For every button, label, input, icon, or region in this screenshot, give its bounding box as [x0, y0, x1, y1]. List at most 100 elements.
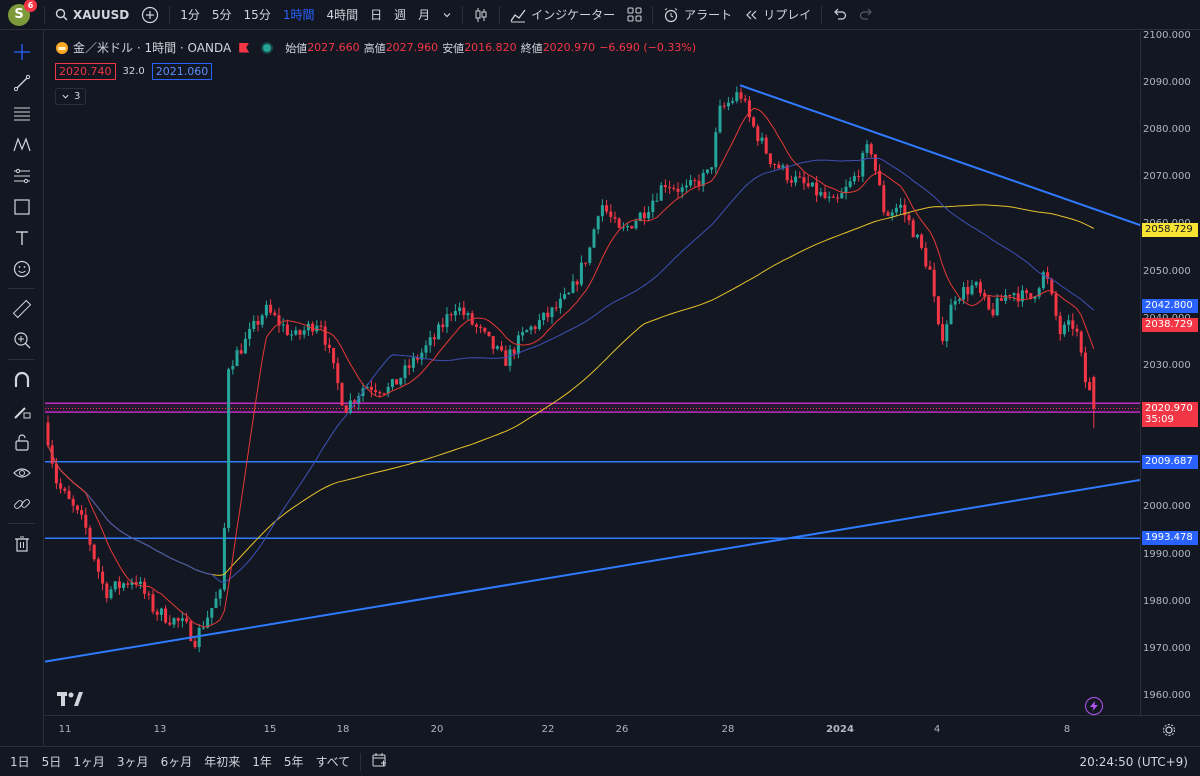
user-avatar[interactable]: S 6 — [8, 0, 37, 26]
candle-body — [852, 176, 856, 182]
redo-icon — [860, 8, 873, 20]
candle-body — [630, 225, 634, 229]
candle-body — [785, 165, 789, 181]
price-tag: 2009.687 — [1142, 454, 1198, 469]
forecast-tool[interactable] — [0, 160, 44, 191]
flag-icon[interactable] — [239, 42, 250, 53]
interval-dropdown[interactable] — [436, 0, 458, 30]
clock[interactable]: 20:24:50 (UTC+9) — [1079, 754, 1188, 769]
candle-body — [756, 126, 760, 142]
indicators-collapse-button[interactable]: 3 — [55, 88, 87, 105]
candle-body — [1008, 295, 1012, 297]
lock-tool[interactable] — [0, 426, 44, 457]
candle-body — [722, 105, 726, 107]
candles-icon — [475, 7, 487, 22]
chart-type-button[interactable] — [467, 0, 495, 30]
emoji-tool[interactable] — [0, 253, 44, 284]
candle-body — [479, 326, 483, 328]
price-tag: 2038.729 — [1142, 317, 1198, 332]
range-8[interactable]: すべて — [315, 755, 351, 769]
range-0[interactable]: 1日 — [10, 755, 30, 769]
indicators-button[interactable]: インジケーター — [504, 0, 621, 30]
range-2[interactable]: 1ヶ月 — [73, 755, 105, 769]
candle-body — [193, 640, 197, 648]
candle-body — [357, 395, 361, 403]
price-label: 1970.000 — [1143, 642, 1191, 654]
plus-circle-icon — [142, 6, 159, 23]
chart-pane[interactable] — [45, 31, 1140, 715]
compare-button[interactable] — [135, 0, 165, 30]
time-scale[interactable]: 11 13 15 18 20 22 26 28 2024 4 8 — [45, 715, 1200, 746]
interval-5[interactable]: 日 — [370, 8, 383, 22]
interval-0[interactable]: 1分 — [180, 8, 200, 22]
price-chart[interactable] — [45, 31, 1140, 715]
price-label: 2080.000 — [1143, 124, 1191, 136]
text-tool[interactable] — [0, 222, 44, 253]
price-label: 1990.000 — [1143, 548, 1191, 560]
candle-body — [957, 299, 961, 301]
crosshair-tool[interactable] — [0, 36, 44, 67]
shape-tool[interactable] — [0, 191, 44, 222]
range-3[interactable]: 3ヶ月 — [116, 755, 149, 769]
candle-body — [903, 204, 907, 216]
price-label: 2050.000 — [1143, 265, 1191, 277]
candle-body — [806, 183, 810, 187]
interval-2[interactable]: 15分 — [243, 8, 271, 22]
interval-1[interactable]: 5分 — [211, 8, 232, 22]
candle-body — [823, 192, 827, 198]
candle-body — [46, 422, 50, 446]
symbol-search-button[interactable]: XAUUSD — [49, 0, 135, 30]
low-label: 安値 — [442, 41, 465, 55]
goto-date-button[interactable] — [365, 752, 393, 771]
redo-button[interactable] — [853, 0, 880, 30]
interval-3[interactable]: 1時間 — [282, 8, 315, 22]
candle-body — [773, 163, 777, 165]
candle-body — [525, 330, 529, 333]
symbol-title[interactable]: 金／米ドル · 1時間 · OANDA — [73, 41, 232, 55]
ma-mid-line — [47, 157, 1095, 584]
link-tool[interactable] — [0, 488, 44, 519]
remove-tool[interactable] — [0, 528, 44, 559]
interval-6[interactable]: 週 — [394, 8, 407, 22]
range-5[interactable]: 年初来 — [204, 755, 241, 769]
fib-tool[interactable] — [0, 98, 44, 129]
interval-7[interactable]: 月 — [418, 8, 431, 22]
settings-button[interactable] — [1162, 723, 1176, 740]
candle-body — [735, 92, 739, 102]
hide-tool[interactable] — [0, 457, 44, 488]
candle-body — [941, 324, 945, 342]
ask-button[interactable]: 2021.060 — [151, 63, 213, 80]
alert-button[interactable]: アラート — [657, 0, 738, 30]
undo-button[interactable] — [826, 0, 853, 30]
pattern-tool[interactable] — [0, 129, 44, 160]
stay-drawing-tool[interactable] — [0, 395, 44, 426]
time-label: 11 — [58, 724, 72, 735]
candle-body — [428, 337, 432, 346]
candle-body — [928, 266, 932, 270]
lightning-button[interactable] — [1085, 697, 1103, 715]
layouts-button[interactable] — [621, 0, 648, 30]
candle-body — [336, 363, 340, 384]
trendline-tool[interactable] — [0, 67, 44, 98]
replay-button[interactable]: リプレイ — [738, 0, 817, 30]
candle-body — [348, 400, 352, 413]
range-4[interactable]: 6ヶ月 — [160, 755, 193, 769]
calendar-icon — [372, 753, 387, 767]
price-scale[interactable]: 2100.0002090.0002080.0002070.0002060.000… — [1140, 30, 1200, 715]
candle-body — [374, 390, 378, 393]
range-7[interactable]: 5年 — [283, 755, 304, 769]
drawing-toolbar — [0, 30, 44, 746]
candle-body — [1083, 352, 1087, 383]
candle-body — [122, 583, 126, 588]
zoom-tool[interactable] — [0, 324, 44, 355]
candle-body — [399, 378, 403, 385]
candle-body — [966, 287, 970, 295]
interval-4[interactable]: 4時間 — [326, 8, 359, 22]
measure-tool[interactable] — [0, 293, 44, 324]
bid-button[interactable]: 2020.740 — [55, 63, 116, 80]
magnet-tool[interactable] — [0, 364, 44, 395]
candle-body — [92, 544, 96, 560]
range-6[interactable]: 1年 — [252, 755, 272, 769]
candle-body — [416, 357, 420, 360]
range-1[interactable]: 5日 — [41, 755, 62, 769]
